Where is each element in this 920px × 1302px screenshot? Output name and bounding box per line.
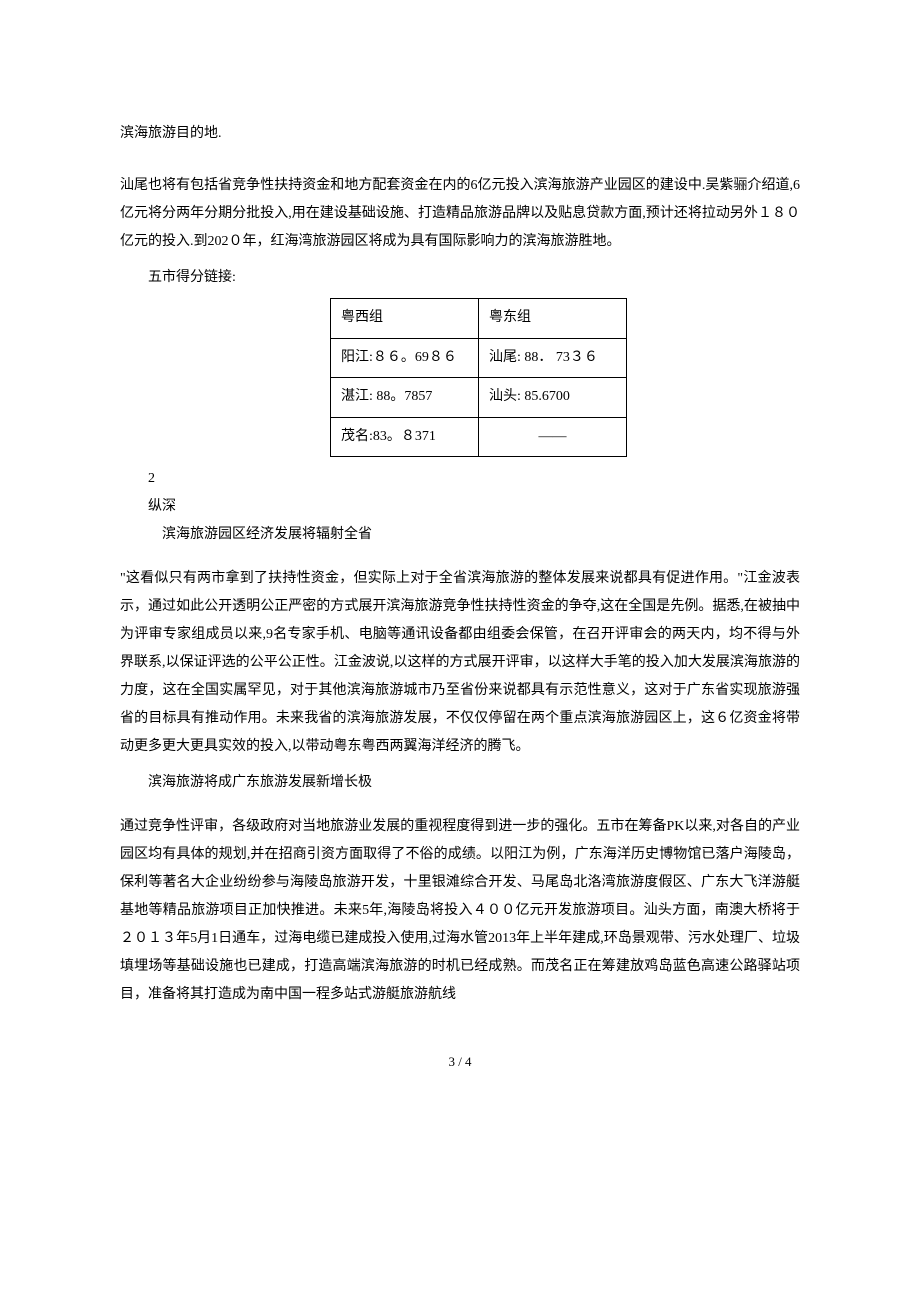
- paragraph-shanwei: 汕尾也将有包括省竞争性扶持资金和地方配套资金在内的6亿元投入滨海旅游产业园区的建…: [120, 172, 800, 256]
- paragraph-economy: "这看似只有两市拿到了扶持性资金，但实际上对于全省滨海旅游的整体发展来说都具有促…: [120, 565, 800, 761]
- score-table: 粤西组 粤东组 阳江:８６。69８６ 汕尾: 88． 73３６ 湛江: 88。7…: [330, 298, 627, 457]
- table-cell: 湛江: 88。7857: [331, 378, 479, 418]
- heading-growth: 滨海旅游将成广东旅游发展新增长极: [120, 769, 800, 797]
- table-cell: 阳江:８６。69８６: [331, 338, 479, 378]
- table-cell: 汕头: 85.6700: [479, 378, 627, 418]
- table-header-east: 粤东组: [479, 299, 627, 339]
- heading-economy: 滨海旅游园区经济发展将辐射全省: [120, 521, 800, 549]
- number-2: 2: [120, 465, 800, 493]
- table-cell: 茂名:83。８371: [331, 417, 479, 457]
- table-cell: 汕尾: 88． 73３６: [479, 338, 627, 378]
- table-header-west: 粤西组: [331, 299, 479, 339]
- table-cell-blank: ——: [479, 417, 627, 457]
- paragraph-intro: 滨海旅游目的地.: [120, 120, 800, 148]
- section-depth: 纵深: [120, 493, 800, 521]
- link-title: 五市得分链接:: [120, 264, 800, 292]
- table-row: 茂名:83。８371 ——: [331, 417, 627, 457]
- page-number: 3 / 4: [120, 1049, 800, 1075]
- paragraph-growth: 通过竞争性评审，各级政府对当地旅游业发展的重视程度得到进一步的强化。五市在筹备P…: [120, 813, 800, 1009]
- table-header-row: 粤西组 粤东组: [331, 299, 627, 339]
- table-row: 湛江: 88。7857 汕头: 85.6700: [331, 378, 627, 418]
- table-row: 阳江:８６。69８６ 汕尾: 88． 73３６: [331, 338, 627, 378]
